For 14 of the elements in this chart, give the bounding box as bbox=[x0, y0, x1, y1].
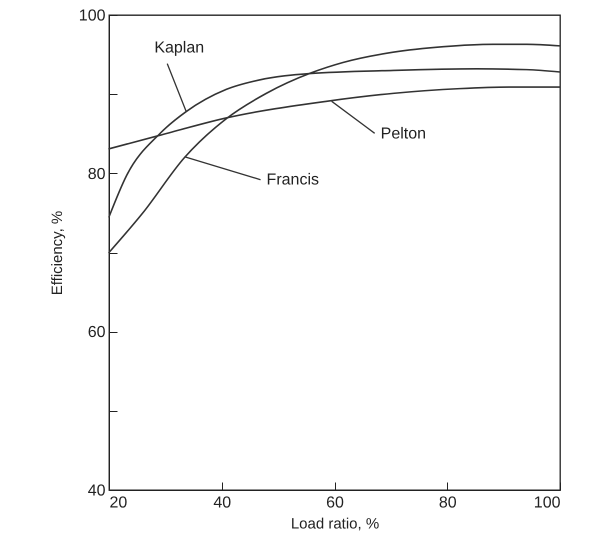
x-tick-label: 60 bbox=[326, 494, 344, 512]
x-axis-title: Load ratio, % bbox=[290, 516, 380, 532]
annotation: Kaplan bbox=[154, 40, 204, 57]
y-tick-label: 60 bbox=[88, 324, 106, 342]
annotation: Francis bbox=[266, 172, 319, 189]
y-tick-label: 80 bbox=[88, 166, 106, 183]
y-tick-label: 40 bbox=[88, 482, 106, 500]
x-tick-label: 100 bbox=[534, 494, 561, 512]
y-axis-title: Efficiency, % bbox=[48, 210, 66, 296]
x-tick-label: 20 bbox=[110, 494, 128, 512]
annotation: Pelton bbox=[380, 125, 426, 142]
y-tick-label: 100 bbox=[78, 8, 106, 24]
x-tick-label: 40 bbox=[213, 494, 232, 512]
x-tick-label: 80 bbox=[438, 494, 457, 512]
